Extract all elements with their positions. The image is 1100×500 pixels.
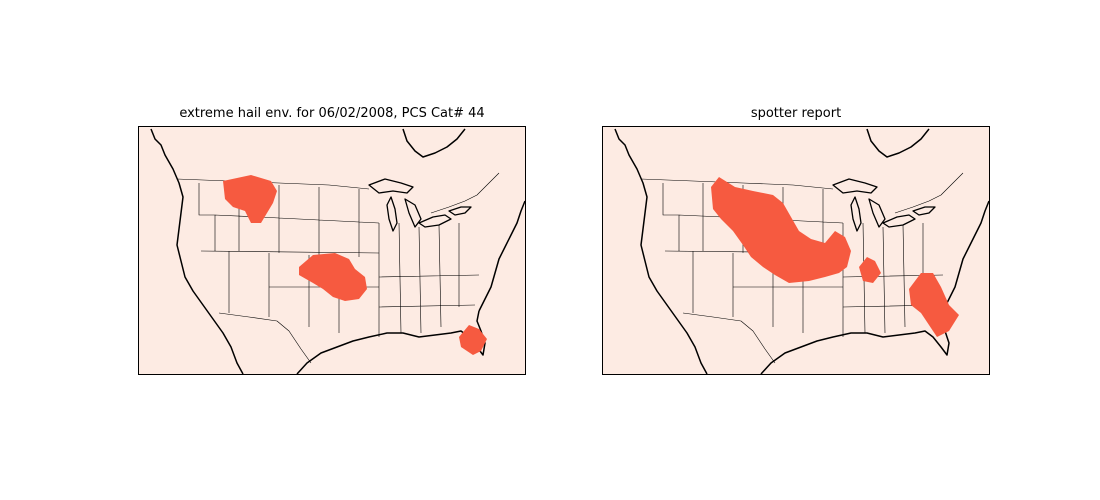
- map-panel-right: [602, 126, 990, 375]
- region-tennessee: [859, 257, 881, 283]
- map-right-svg: [603, 127, 989, 374]
- pacific-coastline: [150, 128, 244, 374]
- risk-regions: [711, 177, 959, 337]
- great-lakes: [832, 178, 936, 232]
- panel-title-left: extreme hail env. for 06/02/2008, PCS Ca…: [179, 106, 485, 121]
- region-south-florida: [459, 325, 487, 355]
- mexico-us-border: [218, 312, 312, 364]
- region-georgia-florida: [909, 273, 959, 337]
- panel-title-right: spotter report: [750, 106, 842, 121]
- hudson-bay-coastline: [866, 128, 930, 158]
- canada-us-border: [640, 172, 964, 214]
- map-panel-left: [138, 126, 526, 375]
- gulf-coastline: [760, 310, 950, 374]
- great-lakes: [368, 178, 472, 232]
- atlantic-coastline: [942, 200, 989, 312]
- map-background: [139, 127, 525, 374]
- map-features: [614, 128, 989, 374]
- region-kansas-oklahoma: [299, 253, 367, 301]
- hudson-bay-coastline: [402, 128, 466, 158]
- atlantic-coastline: [478, 200, 525, 312]
- map-left-svg: [139, 127, 525, 374]
- canada-us-border: [176, 172, 500, 214]
- mexico-us-border: [682, 312, 776, 364]
- risk-regions: [223, 175, 487, 355]
- pacific-coastline: [614, 128, 708, 374]
- region-upper-plains-midwest: [711, 177, 851, 283]
- region-montana-wyoming: [223, 175, 277, 223]
